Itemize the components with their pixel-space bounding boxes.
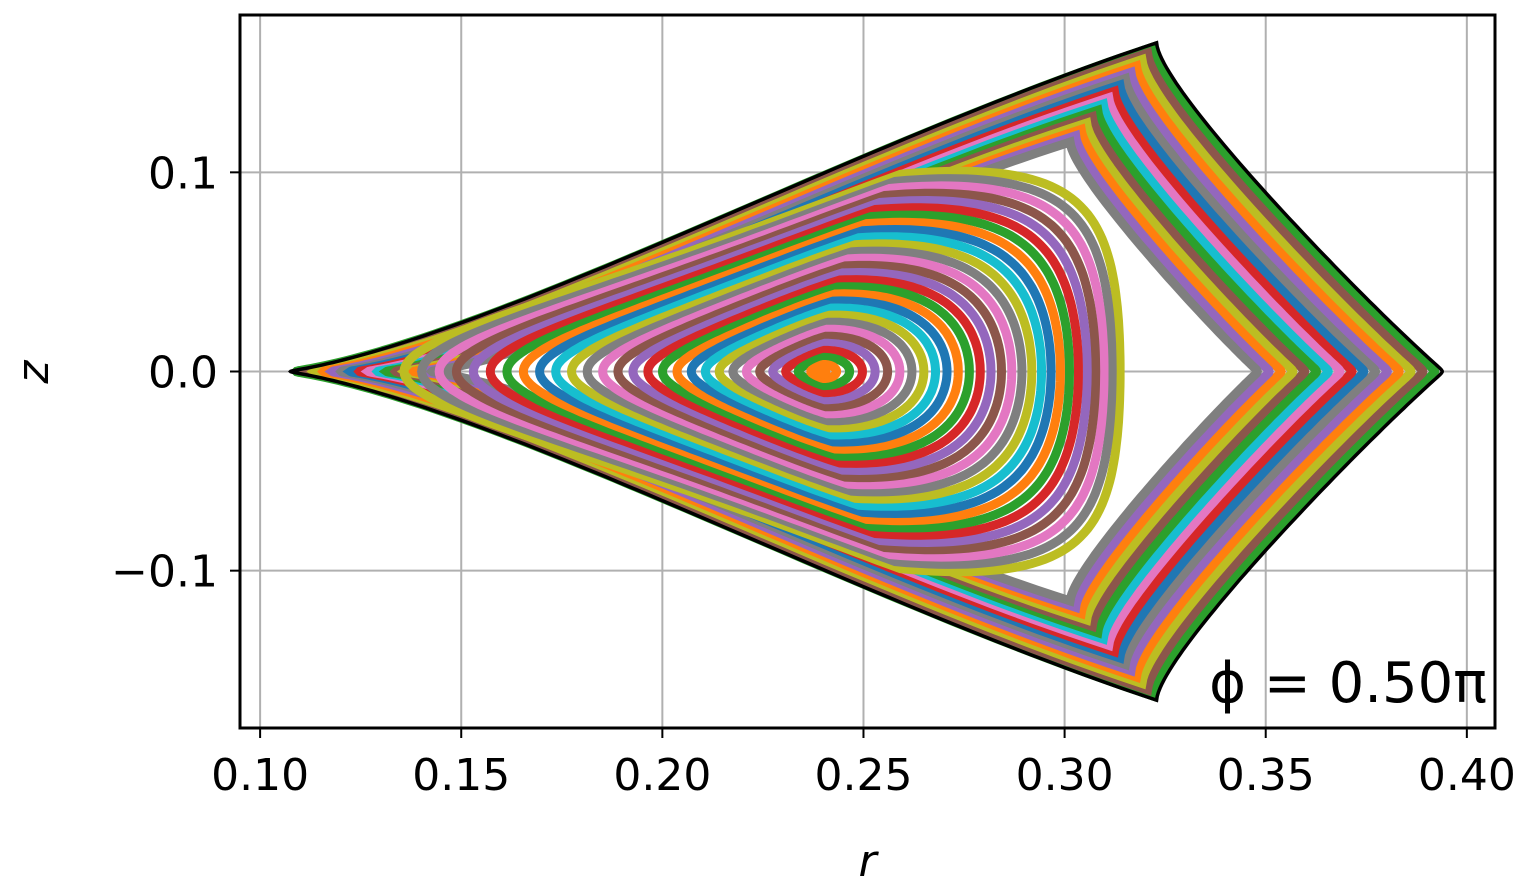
outer-flux-surface <box>425 136 1262 607</box>
boundary-layer <box>288 40 1444 703</box>
inner-flux-surface <box>399 166 1125 577</box>
y-tick-label: 0.0 <box>148 348 218 399</box>
inner-flux-surface <box>518 217 1065 526</box>
inner-flux-surface <box>468 195 1092 548</box>
inner-flux-surface <box>643 275 985 468</box>
inner-flux-surface <box>657 282 974 461</box>
inner-flux-surface <box>502 210 1075 533</box>
inner-flux-surface <box>628 267 996 476</box>
x-axis-ticks: 0.10 0.15 0.20 0.25 0.30 0.35 0.40 <box>211 728 1516 801</box>
x-tick-label: 0.15 <box>412 750 510 801</box>
x-tick-label: 0.35 <box>1217 750 1315 801</box>
outer-flux-surface <box>378 104 1322 639</box>
outer-flux-surface <box>360 91 1345 652</box>
outer-flux-surface <box>299 47 1428 696</box>
inner-flux-surface <box>755 331 893 412</box>
outer-flux-surface <box>335 72 1381 671</box>
inner-flux-surface <box>535 224 1056 519</box>
inner-flux-surface <box>566 239 1037 504</box>
inner-flux-surface <box>768 338 880 405</box>
inner-flux-surface <box>728 317 917 426</box>
magnetic-axis-point <box>816 364 831 379</box>
inner-flux-surface <box>781 345 867 398</box>
outer-flux-surface <box>317 59 1404 684</box>
y-tick-label: 0.1 <box>148 148 218 199</box>
inner-flux-surface <box>700 303 940 440</box>
outer-flux-surface <box>353 85 1357 658</box>
x-tick-label: 0.30 <box>1016 750 1114 801</box>
x-axis-label: r <box>858 836 879 886</box>
x-tick-label: 0.40 <box>1418 750 1516 801</box>
outer-flux-surface <box>407 123 1286 620</box>
inner-flux-surface <box>672 289 963 454</box>
x-tick-label: 0.25 <box>814 750 912 801</box>
inner-flux-surface <box>451 188 1101 555</box>
inner-flux-surface <box>434 181 1109 562</box>
inner-flux-surface <box>582 246 1027 497</box>
inner-flux-surface <box>686 296 952 447</box>
inner-flux-surface <box>485 203 1083 540</box>
flux-surfaces <box>289 40 1440 703</box>
plasma-boundary <box>288 40 1444 703</box>
inner-flux-surface <box>806 360 841 383</box>
y-axis-ticks: 0.1 0.0 −0.1 <box>111 148 240 598</box>
outer-flux-surface <box>342 79 1369 664</box>
x-tick-label: 0.20 <box>613 750 711 801</box>
x-tick-label: 0.10 <box>211 750 309 801</box>
outer-flux-surface <box>389 110 1310 633</box>
inner-flux-surface <box>613 260 1007 483</box>
inner-flux-surface <box>598 253 1017 490</box>
outer-flux-surface <box>324 66 1392 677</box>
outer-flux-surface <box>306 53 1416 690</box>
inner-flux-surface <box>551 232 1046 511</box>
inner-flux-surface <box>714 310 929 433</box>
inner-flux-surface <box>417 174 1117 569</box>
phi-annotation: ϕ = 0.50π <box>1209 651 1487 716</box>
outer-flux-surface <box>371 98 1333 645</box>
y-axis-label: z <box>8 360 59 385</box>
y-tick-label: −0.1 <box>111 547 218 598</box>
inner-flux-surface <box>741 324 905 419</box>
inner-flux-surface <box>793 352 855 391</box>
